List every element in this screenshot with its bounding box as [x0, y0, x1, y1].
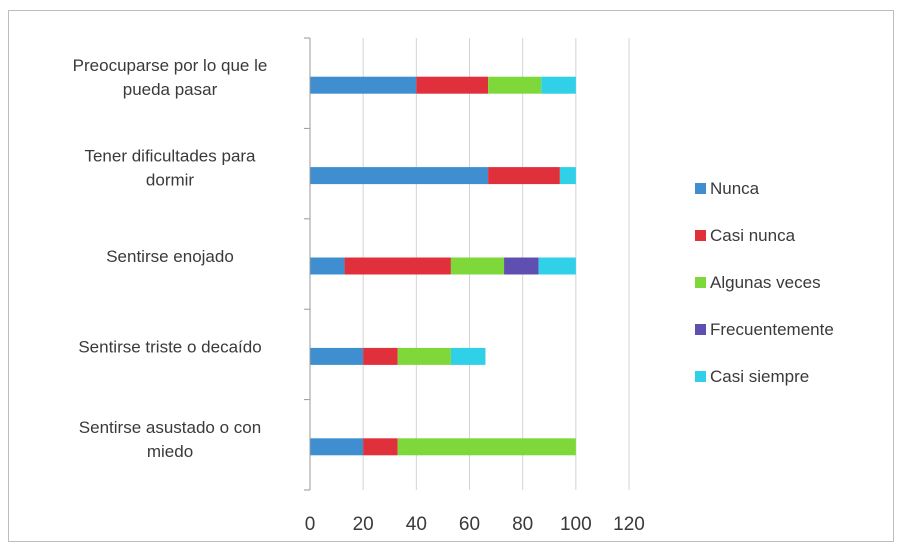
category-label: Sentirse triste o decaído	[78, 337, 261, 356]
bar-segment	[397, 438, 576, 456]
legend-label: Casi siempre	[710, 367, 809, 386]
bar-segment	[488, 76, 542, 94]
category-label: Tener dificultades para	[84, 147, 256, 166]
category-label: Sentirse asustado o con	[79, 418, 261, 437]
legend-label: Algunas veces	[710, 273, 821, 292]
legend-swatch	[695, 183, 706, 194]
bar-segment	[538, 257, 576, 275]
bar-segment	[344, 257, 451, 275]
axis-layer	[304, 37, 311, 491]
legend-swatch	[695, 371, 706, 382]
bar-segment	[450, 347, 486, 365]
bar-segment	[504, 257, 539, 275]
bar-segment	[363, 347, 398, 365]
bar-segment	[363, 438, 398, 456]
category-label: miedo	[147, 442, 193, 461]
bar-segment	[310, 167, 489, 185]
legend-label: Nunca	[710, 179, 760, 198]
bar-segment	[310, 438, 364, 456]
bar-segment	[310, 347, 364, 365]
x-tick-label: 80	[512, 514, 533, 535]
bar-segment	[450, 257, 505, 275]
bar-segment	[541, 76, 576, 94]
x-tick-label: 100	[560, 514, 592, 535]
x-tick-label: 0	[305, 514, 316, 535]
category-labels: Preocuparse por lo que le pueda pasar Tene…	[73, 56, 268, 461]
bars-layer	[310, 76, 576, 456]
legend-swatch	[695, 277, 706, 288]
x-tick-label: 120	[613, 514, 645, 535]
bar-segment	[559, 167, 576, 185]
x-tick-labels: 0 20 40 60 80 100 120	[305, 514, 645, 535]
category-label: dormir	[146, 171, 195, 190]
category-label: Preocuparse por lo que le	[73, 56, 268, 75]
x-tick-label: 60	[459, 514, 480, 535]
bar-segment	[416, 76, 489, 94]
bar-segment	[310, 76, 417, 94]
category-label: Sentirse enojado	[106, 247, 234, 266]
x-tick-label: 20	[353, 514, 374, 535]
legend-swatch	[695, 230, 706, 241]
legend: Nunca Casi nunca Algunas veces Frecuentemen…	[695, 179, 834, 386]
category-label: pueda pasar	[123, 80, 218, 99]
legend-label: Frecuentemente	[710, 320, 834, 339]
legend-swatch	[695, 324, 706, 335]
x-tick-label: 40	[406, 514, 427, 535]
legend-label: Casi nunca	[710, 226, 796, 245]
bar-segment	[488, 167, 560, 185]
bar-segment	[397, 347, 451, 365]
bar-segment	[310, 257, 345, 275]
